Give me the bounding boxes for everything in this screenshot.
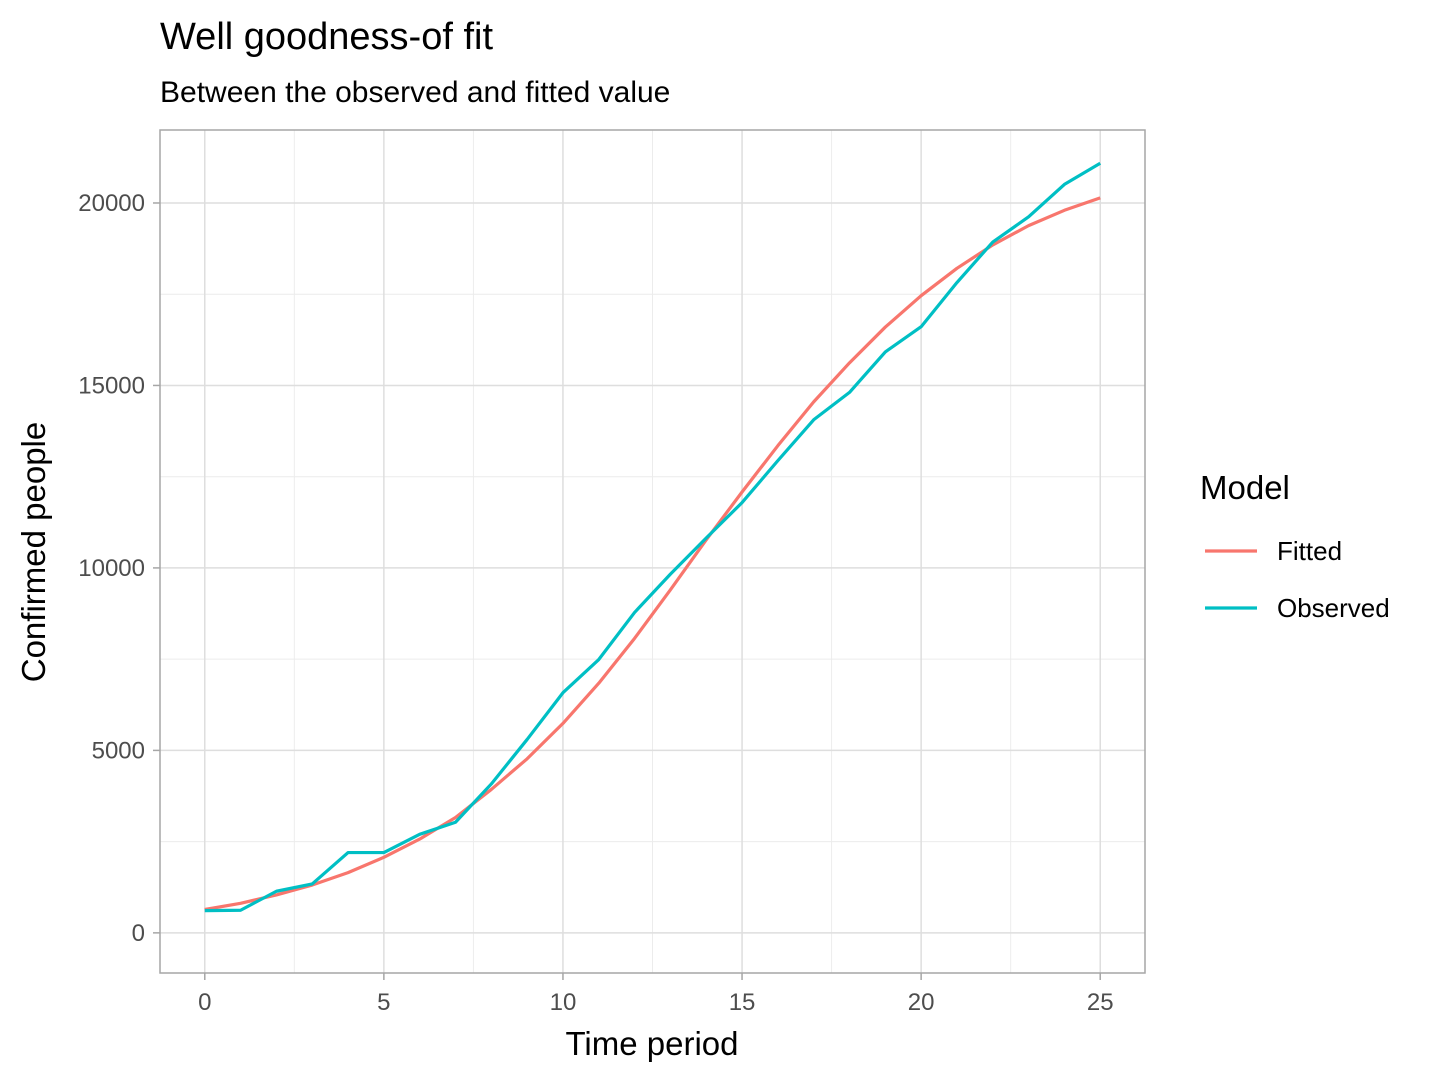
- chart-title: Well goodness-of fit: [160, 16, 493, 58]
- y-tick-label: 5000: [92, 737, 145, 764]
- series-line-fitted: [204, 196, 1101, 912]
- legend-label-fitted: Fitted: [1277, 536, 1342, 566]
- legend-label-observed: Observed: [1277, 593, 1390, 623]
- y-axis-title: Confirmed people: [15, 422, 52, 683]
- legend-title: Model: [1200, 469, 1290, 506]
- y-tick-label: 20000: [78, 190, 145, 217]
- y-tick-label: 10000: [78, 555, 145, 582]
- series-lines: [204, 161, 1102, 913]
- plot-panel-border: [159, 129, 1146, 974]
- x-tick-label: 5: [377, 989, 390, 1016]
- series-line-observed: [204, 161, 1102, 913]
- legend-item-fitted: Fitted: [1205, 536, 1342, 566]
- axes: 0 5 10 15 20 25 0 5000 10000 15000 20000: [78, 190, 1113, 1016]
- legend-item-observed: Observed: [1205, 593, 1390, 623]
- y-tick-label: 0: [132, 920, 145, 947]
- x-tick-label: 10: [550, 989, 577, 1016]
- x-tick-label: 20: [908, 989, 935, 1016]
- x-axis-title: Time period: [565, 1025, 738, 1062]
- chart-subtitle: Between the observed and fitted value: [160, 76, 670, 109]
- x-tick-label: 0: [198, 989, 211, 1016]
- legend: Model Fitted Observed: [1200, 469, 1390, 623]
- y-tick-label: 15000: [78, 372, 145, 399]
- legend-items: Fitted Observed: [1205, 536, 1390, 623]
- gridlines: [160, 130, 1145, 973]
- x-tick-label: 25: [1087, 989, 1114, 1016]
- x-tick-label: 15: [729, 989, 756, 1016]
